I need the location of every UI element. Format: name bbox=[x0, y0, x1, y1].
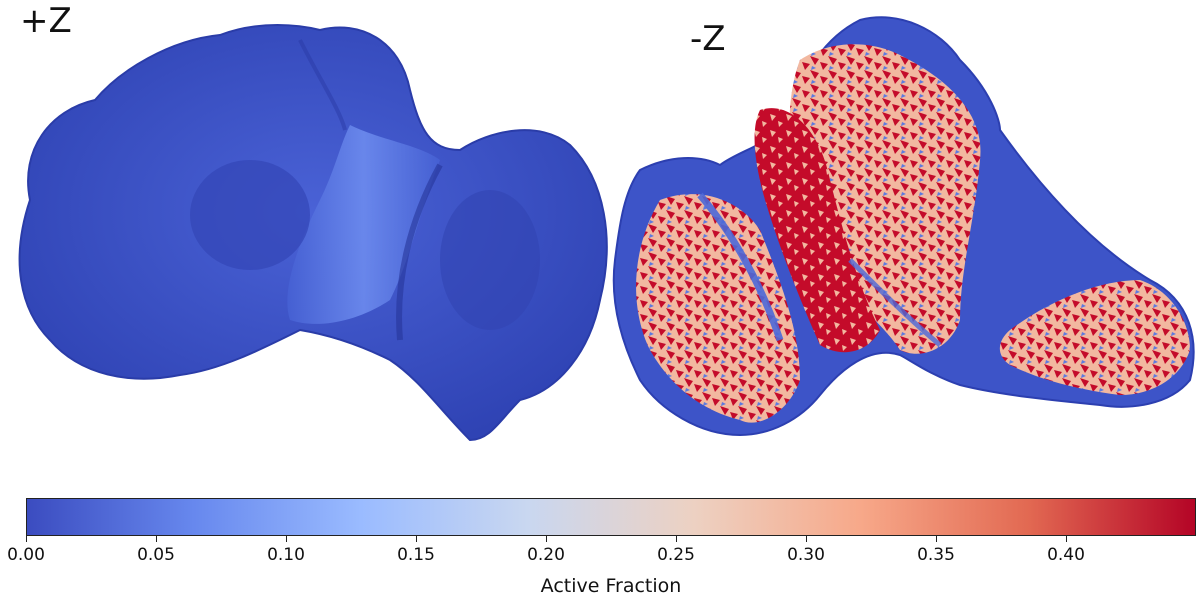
colorbar-tick-label: 0.00 bbox=[7, 545, 45, 565]
plus-z-crater-left bbox=[190, 160, 310, 270]
minus-z-view-label: -Z bbox=[690, 19, 726, 59]
colorbar-tick bbox=[26, 536, 27, 542]
colorbar-tick-label: 0.15 bbox=[397, 545, 435, 565]
minus-z-active-region-lower bbox=[636, 194, 800, 423]
colorbar-tick-label: 0.25 bbox=[657, 545, 695, 565]
colorbar-tick-label: 0.30 bbox=[787, 545, 825, 565]
minus-z-red-band bbox=[754, 108, 880, 353]
colorbar-tick-label: 0.05 bbox=[137, 545, 175, 565]
colorbar-title: Active Fraction bbox=[540, 575, 682, 597]
minus-z-blue-channel bbox=[697, 192, 784, 342]
plus-z-crater-right bbox=[440, 190, 540, 330]
colorbar-tick bbox=[806, 536, 807, 542]
plus-z-comet-neck bbox=[287, 125, 440, 324]
minus-z-blue-channel-2 bbox=[848, 258, 942, 347]
colorbar-tick-label: 0.35 bbox=[917, 545, 955, 565]
colorbar-tick bbox=[286, 536, 287, 542]
colorbar-tick bbox=[1066, 536, 1067, 542]
colorbar-tick-label: 0.10 bbox=[267, 545, 305, 565]
minus-z-active-region-tail bbox=[999, 280, 1190, 395]
colorbar-tick bbox=[546, 536, 547, 542]
plus-z-ridge-upper bbox=[298, 39, 347, 131]
colorbar bbox=[26, 498, 1196, 536]
plus-z-ridge bbox=[396, 163, 443, 341]
colorbar-tick bbox=[676, 536, 677, 542]
colorbar-tick bbox=[936, 536, 937, 542]
colorbar-tick-label: 0.20 bbox=[527, 545, 565, 565]
colorbar-tick bbox=[416, 536, 417, 542]
colorbar-tick bbox=[156, 536, 157, 542]
plus-z-view-label: +Z bbox=[20, 1, 72, 41]
colorbar-tick-label: 0.40 bbox=[1047, 545, 1085, 565]
